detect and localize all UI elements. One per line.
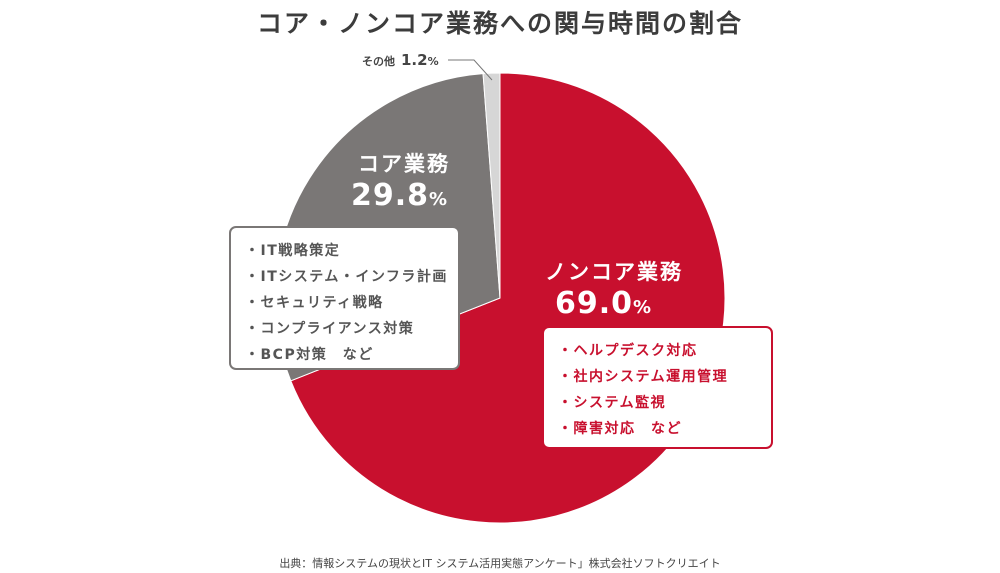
- core-example-item: ・IT戦略策定: [245, 243, 341, 259]
- core-example-item: ・コンプライアンス対策: [245, 321, 415, 337]
- core-examples-box: ・IT戦略策定 ・ITシステム・インフラ計画 ・セキュリティ戦略 ・コンプライア…: [229, 226, 460, 370]
- slice-name-other: その他: [362, 55, 395, 68]
- slice-label-other: その他 1.2%: [362, 51, 439, 69]
- slice-unit-other: %: [427, 55, 439, 68]
- slice-value-other: 1.2: [401, 51, 428, 69]
- slice-unit-core: %: [429, 189, 448, 210]
- slice-other: [482, 72, 501, 299]
- core-example-item: ・セキュリティ戦略: [245, 295, 384, 311]
- slice-name-noncore: ノンコア業務: [545, 260, 683, 284]
- noncore-example-item: ・ヘルプデスク対応: [558, 343, 698, 359]
- other-leader-line: [448, 59, 493, 81]
- core-example-item: ・ITシステム・インフラ計画: [245, 269, 448, 285]
- slice-unit-noncore: %: [633, 297, 652, 318]
- source-note: 出典：情報システムの現状とIT システム活用実態アンケート」株式会社ソフトクリエ…: [279, 557, 721, 570]
- noncore-example-item: ・社内システム運用管理: [558, 369, 729, 385]
- noncore-example-item: ・システム監視: [558, 395, 667, 411]
- chart-title: コア・ノンコア業務への関与時間の割合: [256, 9, 743, 38]
- slice-label-core: コア業務 29.8%: [351, 148, 450, 213]
- slice-value-noncore: 69.0: [555, 286, 634, 321]
- core-example-item: ・BCP対策 など: [245, 347, 374, 363]
- slice-name-core: コア業務: [358, 152, 450, 176]
- noncore-example-item: ・障害対応 など: [558, 421, 682, 437]
- slice-label-noncore: ノンコア業務 69.0%: [545, 256, 683, 321]
- noncore-examples-box: ・ヘルプデスク対応 ・社内システム運用管理 ・システム監視 ・障害対応 など: [542, 326, 773, 449]
- slice-value-core: 29.8: [351, 178, 430, 213]
